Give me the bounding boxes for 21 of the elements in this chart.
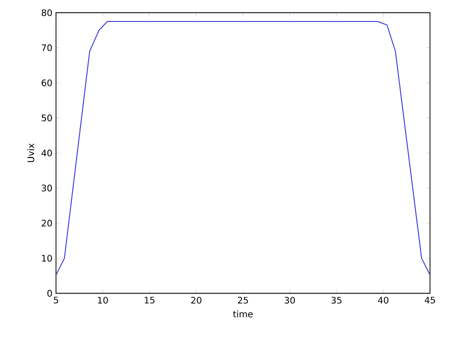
line-series bbox=[56, 21, 430, 276]
x-tick-label: 35 bbox=[331, 296, 342, 304]
y-axis-title: Uvix bbox=[27, 143, 34, 162]
x-tick-label: 20 bbox=[191, 296, 202, 304]
x-tick-label: 25 bbox=[238, 296, 248, 304]
y-tick-label: 0 bbox=[47, 290, 52, 297]
x-tick-label: 5 bbox=[54, 296, 58, 304]
y-tick-label: 20 bbox=[42, 220, 52, 227]
x-tick-label: 15 bbox=[144, 296, 154, 304]
y-tick-label: 60 bbox=[42, 79, 52, 86]
y-tick-label: 50 bbox=[42, 114, 52, 122]
y-tick-label: 70 bbox=[42, 44, 52, 52]
x-tick-label: 30 bbox=[284, 296, 295, 304]
y-tick-label: 40 bbox=[42, 150, 52, 156]
y-tick-label: 30 bbox=[42, 184, 52, 192]
x-tick-label: 45 bbox=[424, 296, 435, 304]
y-tick-label: 10 bbox=[42, 254, 52, 262]
y-tick-label: 80 bbox=[42, 9, 52, 16]
x-tick-label: 40 bbox=[378, 296, 388, 304]
x-tick-label: 10 bbox=[98, 296, 108, 304]
x-axis-title: time bbox=[233, 310, 253, 318]
